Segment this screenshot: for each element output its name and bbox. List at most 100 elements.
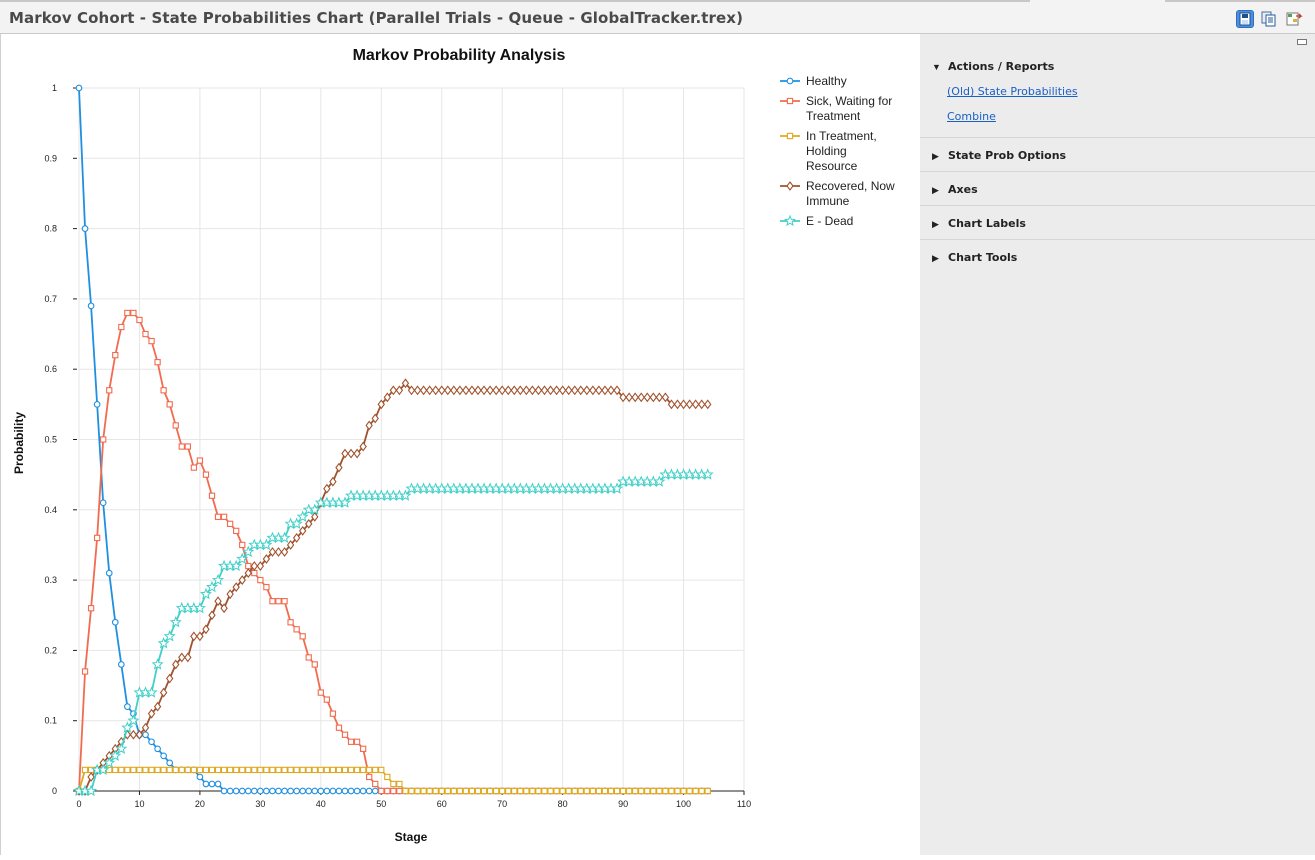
x-axis-title: Stage — [395, 830, 428, 844]
data-point-1 — [112, 351, 119, 359]
data-point-1 — [184, 443, 191, 450]
data-point-3 — [528, 385, 537, 396]
data-point-1 — [305, 654, 312, 661]
data-point-2 — [480, 787, 488, 795]
data-point-2 — [299, 766, 306, 774]
data-point-0 — [226, 787, 234, 795]
copy-icon[interactable] — [1260, 10, 1278, 28]
data-point-2 — [190, 766, 198, 774]
data-point-0 — [93, 401, 101, 408]
data-point-2 — [166, 766, 173, 774]
data-point-2 — [577, 787, 584, 795]
data-point-2 — [196, 766, 204, 774]
export-icon[interactable] — [1285, 10, 1303, 28]
divider — [920, 171, 1315, 172]
data-point-0 — [281, 787, 288, 795]
y-tick-label: 0 — [52, 786, 57, 796]
legend-marker-2 — [786, 132, 794, 140]
data-point-2 — [414, 787, 421, 795]
data-point-3 — [178, 652, 186, 663]
data-point-2 — [172, 766, 179, 774]
data-point-4 — [115, 742, 128, 754]
data-point-3 — [631, 392, 639, 403]
data-point-0 — [293, 787, 300, 795]
data-point-2 — [468, 787, 476, 795]
data-point-0 — [142, 731, 149, 739]
data-point-1 — [372, 780, 379, 788]
data-point-3 — [685, 399, 694, 410]
link-old-state-probabilities[interactable]: (Old) State Probabilities — [947, 85, 1078, 98]
data-point-2 — [287, 766, 294, 774]
data-point-4 — [236, 552, 249, 565]
section-chart-tools[interactable]: ▶ Chart Tools — [920, 243, 1315, 273]
y-tick-label: 0.1 — [44, 716, 57, 726]
data-point-2 — [601, 787, 609, 795]
data-point-3 — [226, 589, 234, 600]
data-point-0 — [299, 787, 307, 795]
data-point-1 — [208, 492, 216, 499]
data-point-3 — [456, 385, 464, 396]
data-point-1 — [341, 731, 349, 738]
expanded-triangle-icon: ▼ — [932, 62, 941, 72]
data-point-0 — [257, 787, 264, 795]
data-point-3 — [359, 441, 367, 452]
data-point-2 — [474, 787, 482, 795]
link-combine[interactable]: Combine — [947, 110, 996, 123]
divider — [920, 239, 1315, 240]
data-point-2 — [251, 766, 258, 774]
data-point-3 — [305, 518, 313, 529]
data-point-3 — [522, 385, 531, 396]
data-point-2 — [353, 766, 361, 774]
data-point-4 — [260, 538, 273, 551]
data-point-4 — [296, 510, 309, 522]
data-point-3 — [153, 701, 162, 712]
section-axes[interactable]: ▶ Axes — [920, 175, 1315, 205]
legend-marker-3 — [786, 181, 794, 191]
data-point-1 — [106, 387, 113, 394]
x-tick-label: 10 — [134, 799, 144, 809]
data-point-3 — [323, 483, 331, 494]
data-point-2 — [686, 787, 693, 795]
collapsed-triangle-icon: ▶ — [932, 151, 939, 161]
data-point-2 — [130, 766, 137, 774]
data-point-3 — [389, 385, 398, 396]
x-tick-label: 60 — [437, 799, 447, 809]
save-icon[interactable] — [1236, 10, 1254, 28]
data-point-3 — [649, 392, 658, 403]
data-point-2 — [644, 787, 651, 795]
data-point-3 — [571, 385, 579, 396]
title-bar: Markov Cohort - State Probabilities Char… — [0, 0, 1315, 34]
chart-area: 0 10 20 30 40 50 60 70 80 90 100 110 0 0.1 0.2 0.3 0.4 0.… — [0, 34, 920, 855]
y-tick-label: 0.9 — [44, 153, 57, 163]
data-point-1 — [100, 436, 107, 443]
data-point-1 — [275, 598, 282, 605]
tab-strip-right — [1165, 0, 1315, 2]
data-point-2 — [505, 787, 512, 795]
minimize-icon[interactable] — [1297, 39, 1307, 45]
data-point-1 — [166, 401, 173, 408]
data-point-3 — [637, 392, 645, 403]
x-tick-label: 70 — [497, 799, 507, 809]
data-point-1 — [396, 787, 403, 795]
data-point-3 — [625, 392, 633, 403]
data-point-3 — [401, 378, 410, 389]
data-point-3 — [335, 462, 343, 473]
data-point-2 — [589, 787, 597, 795]
data-point-0 — [317, 787, 325, 795]
data-point-3 — [667, 399, 676, 410]
section-state-prob-options[interactable]: ▶ State Prob Options — [920, 141, 1315, 171]
legend-label-4: E - Dead — [806, 214, 853, 228]
section-actions-reports[interactable]: ▼ Actions / Reports — [920, 52, 1315, 82]
data-point-2 — [698, 787, 705, 795]
data-point-3 — [256, 561, 265, 571]
data-point-3 — [425, 385, 434, 396]
section-chart-labels[interactable]: ▶ Chart Labels — [920, 209, 1315, 239]
data-point-2 — [613, 787, 621, 795]
data-point-2 — [202, 766, 210, 774]
data-point-2 — [184, 766, 191, 774]
data-point-2 — [619, 787, 627, 795]
data-point-3 — [250, 561, 259, 571]
data-point-2 — [233, 766, 240, 774]
data-point-2 — [148, 766, 155, 774]
data-point-1 — [323, 696, 331, 703]
